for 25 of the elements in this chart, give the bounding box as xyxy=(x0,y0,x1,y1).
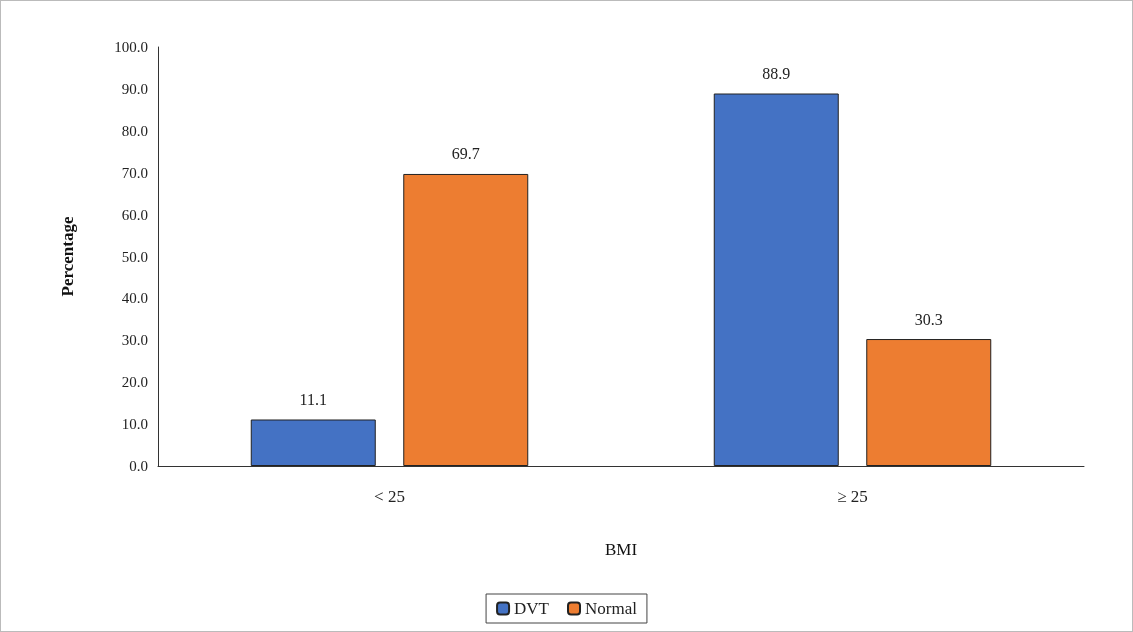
y-tick-label: 0.0 xyxy=(129,458,148,474)
data-label: 88.9 xyxy=(762,65,791,83)
data-label: 30.3 xyxy=(914,310,943,328)
y-tick-label: 60.0 xyxy=(121,206,148,223)
y-tick-label: 70.0 xyxy=(121,164,148,181)
bar xyxy=(713,93,839,466)
y-tick-label: 80.0 xyxy=(121,122,148,139)
data-label: 69.7 xyxy=(451,145,480,163)
bar xyxy=(403,173,529,466)
data-label: 11.1 xyxy=(299,390,327,408)
x-tick-label: ≥ 25 xyxy=(837,487,868,506)
y-tick-label: 50.0 xyxy=(121,248,148,265)
x-axis-title: BMI xyxy=(604,540,638,559)
y-tick-label: 90.0 xyxy=(121,80,148,97)
bar xyxy=(866,339,992,466)
y-axis-title: Percentage xyxy=(58,216,77,297)
y-tick-label: 30.0 xyxy=(121,332,148,349)
y-tick-label: 40.0 xyxy=(121,290,148,307)
bar xyxy=(250,419,376,466)
y-tick-label: 100.0 xyxy=(114,39,148,55)
x-tick-label: < 25 xyxy=(374,487,405,506)
legend-label: Normal xyxy=(585,599,638,618)
y-tick-label: 10.0 xyxy=(121,416,148,433)
legend-label: DVT xyxy=(514,599,550,618)
y-tick-label: 20.0 xyxy=(121,374,148,391)
